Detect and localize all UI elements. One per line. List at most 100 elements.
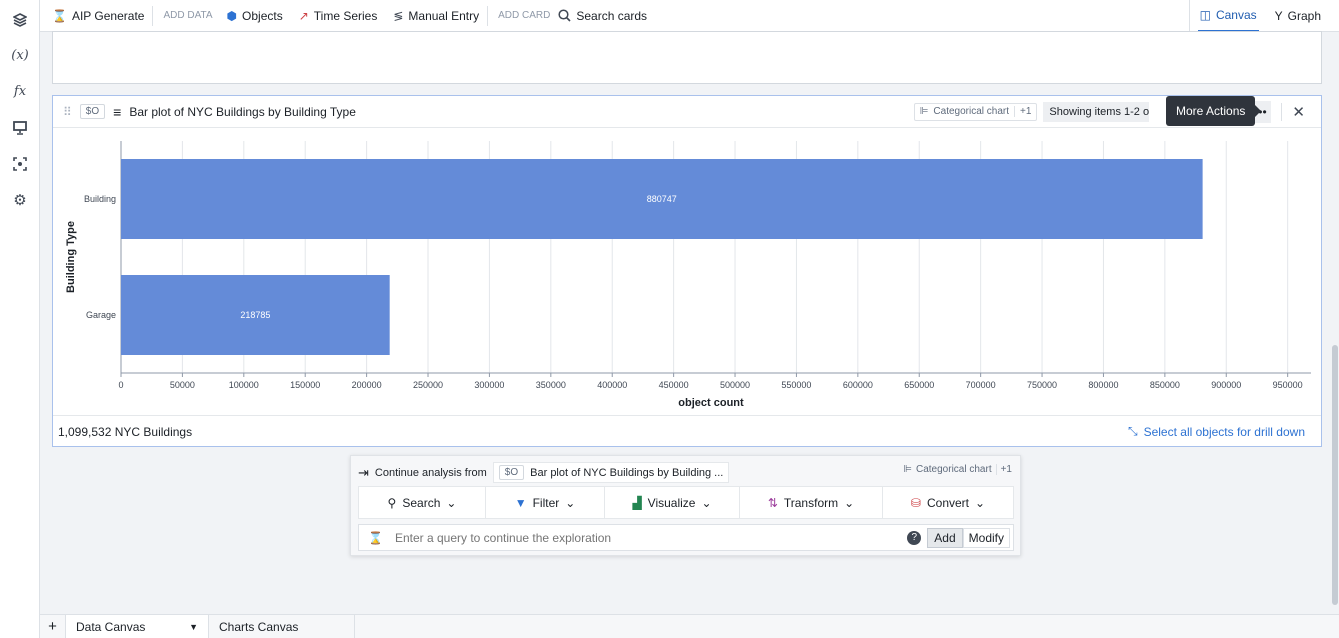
y-axis-title: Building Type <box>65 221 77 293</box>
presentation-icon[interactable] <box>8 116 32 140</box>
filter-dropdown[interactable]: ▼ Filter ⌄ <box>486 487 605 518</box>
chart-type-icon: ⊫ <box>919 106 929 117</box>
showing-items-label: Showing items 1-2 of 2 <box>1043 101 1150 122</box>
x-tick-label: 450000 <box>659 380 689 390</box>
x-tick-label: 850000 <box>1150 380 1180 390</box>
x-tick-label: 150000 <box>290 380 320 390</box>
caret-down-icon[interactable]: ▼ <box>189 621 198 632</box>
database-icon: ⛁ <box>910 495 921 510</box>
visualize-icon: ▟ <box>632 495 642 510</box>
chart-card: ⠿ $O ≡ Bar plot of NYC Buildings by Buil… <box>52 95 1322 447</box>
continue-chart-type: ⊫ Categorical chart +1 <box>903 464 1012 475</box>
chevron-down-icon: ⌄ <box>975 495 986 510</box>
objects-label: Objects <box>242 8 283 23</box>
search-cards-button[interactable]: Search cards <box>556 0 655 32</box>
drill-down-link[interactable]: Select all objects for drill down <box>1143 424 1305 439</box>
continue-header: ⇥ Continue analysis from $O Bar plot of N… <box>358 462 730 483</box>
x-tick-label: 0 <box>118 380 123 390</box>
x-tick-label: 950000 <box>1273 380 1303 390</box>
source-label: Bar plot of NYC Buildings by Building ..… <box>530 466 724 479</box>
x-tick-label: 800000 <box>1088 380 1118 390</box>
canvas-icon: ◫ <box>1199 7 1211 22</box>
function-icon[interactable]: fx <box>13 83 27 99</box>
graph-label: Graph <box>1287 8 1321 23</box>
chart-type-label: Categorical chart <box>933 106 1010 117</box>
op-label: Convert <box>926 495 970 510</box>
toolbar: ⌛ AIP Generate ADD DATA ⬢ Objects ↗ Time Se… <box>40 0 1339 32</box>
bar <box>121 159 1203 239</box>
search-dropdown[interactable]: ⚲ Search ⌄ <box>359 487 486 518</box>
chart-type-plus: +1 <box>1014 106 1036 117</box>
scrollbar[interactable] <box>1331 32 1339 614</box>
convert-dropdown[interactable]: ⛁ Convert ⌄ <box>883 487 1013 518</box>
left-sidebar: (x) fx ⚙ <box>0 0 40 638</box>
x-tick-label: 200000 <box>352 380 382 390</box>
transform-dropdown[interactable]: ⇅ Transform ⌄ <box>740 487 883 518</box>
trend-icon: ↗ <box>298 8 309 23</box>
data-label: 880747 <box>647 194 677 204</box>
tab-canvas[interactable]: ◫ Canvas <box>1197 0 1259 32</box>
query-input[interactable] <box>394 530 908 545</box>
layers-icon[interactable] <box>8 8 32 32</box>
add-button[interactable]: Add <box>927 527 963 548</box>
add-card-label: ADD CARD <box>498 10 551 21</box>
x-tick-label: 250000 <box>413 380 443 390</box>
modify-button[interactable]: Modify <box>962 527 1010 548</box>
graph-icon: Y <box>1274 8 1283 23</box>
card-title[interactable]: Bar plot of NYC Buildings by Building Ty… <box>129 104 356 119</box>
divider <box>1281 102 1283 121</box>
manual-entry-button[interactable]: ≶ Manual Entry <box>385 0 487 32</box>
drag-handle-icon[interactable]: ⠿ <box>63 104 72 119</box>
query-bar: ⌛ ? Add Modify <box>358 524 1014 551</box>
op-label: Visualize <box>647 495 696 510</box>
add-tab-button[interactable]: + <box>40 615 66 638</box>
operations-bar: ⚲ Search ⌄ ▼ Filter ⌄ ▟ Visualize ⌄ ⇅ Transform… <box>358 486 1014 519</box>
card-footer: 1,099,532 NYC Buildings ⤡ Select all obj… <box>53 415 1321 447</box>
tab-data-canvas[interactable]: Data Canvas ▼ <box>66 615 209 638</box>
time-series-button[interactable]: ↗ Time Series <box>291 0 386 32</box>
search-icon <box>558 9 571 22</box>
manual-entry-icon: ≶ <box>393 8 404 23</box>
variable-tag: $O <box>79 104 106 119</box>
enter-icon: ⇥ <box>358 464 369 480</box>
chart-type-chip[interactable]: ⊫ Categorical chart +1 <box>913 102 1038 121</box>
data-label: 218785 <box>240 310 270 320</box>
y-tick-label: Garage <box>86 310 116 320</box>
chart-type-icon: ⊫ <box>903 464 912 475</box>
chevron-down-icon: ⌄ <box>446 495 457 510</box>
x-tick-label: 650000 <box>904 380 934 390</box>
cube-icon: ⬢ <box>226 8 238 23</box>
op-label: Transform <box>783 495 839 510</box>
gear-icon[interactable]: ⚙ <box>13 191 27 209</box>
object-count: 1,099,532 NYC Buildings <box>58 424 193 439</box>
x-tick-label: 550000 <box>781 380 811 390</box>
manual-entry-label: Manual Entry <box>408 8 480 23</box>
add-data-label: ADD DATA <box>163 10 213 21</box>
card-header: ⠿ $O ≡ Bar plot of NYC Buildings by Buil… <box>53 96 1321 128</box>
x-tick-label: 900000 <box>1211 380 1241 390</box>
more-actions-tooltip: More Actions <box>1166 96 1262 126</box>
chevron-down-icon: ⌄ <box>701 495 712 510</box>
chart-type-plus: +1 <box>995 464 1012 475</box>
tab-charts-canvas[interactable]: Charts Canvas <box>209 615 355 638</box>
visualize-dropdown[interactable]: ▟ Visualize ⌄ <box>605 487 740 518</box>
x-tick-label: 600000 <box>843 380 873 390</box>
source-chip[interactable]: $O Bar plot of NYC Buildings by Building … <box>492 462 730 483</box>
focus-icon[interactable] <box>8 152 32 176</box>
objects-button[interactable]: ⬢ Objects <box>219 0 291 32</box>
aip-icon: ⌛ <box>52 8 67 23</box>
scrollbar-thumb[interactable] <box>1332 345 1338 605</box>
canvas-tabs: + Data Canvas ▼ Charts Canvas <box>40 614 1339 638</box>
bar-chart: 0 50000 100000 150000 200000 250000 300000 3500… <box>65 141 1311 409</box>
tab-graph[interactable]: Y Graph <box>1267 0 1339 32</box>
variable-icon[interactable]: (x) <box>11 47 29 63</box>
x-tick-label: 750000 <box>1027 380 1057 390</box>
previous-card <box>52 31 1322 84</box>
x-tick-label: 400000 <box>597 380 627 390</box>
tab-label: Charts Canvas <box>219 619 299 634</box>
aip-generate-button[interactable]: ⌛ AIP Generate <box>40 0 152 32</box>
close-icon[interactable]: ✕ <box>1292 103 1305 121</box>
help-icon[interactable]: ? <box>907 530 922 545</box>
divider <box>487 5 489 26</box>
continue-label: Continue analysis from <box>374 466 487 479</box>
